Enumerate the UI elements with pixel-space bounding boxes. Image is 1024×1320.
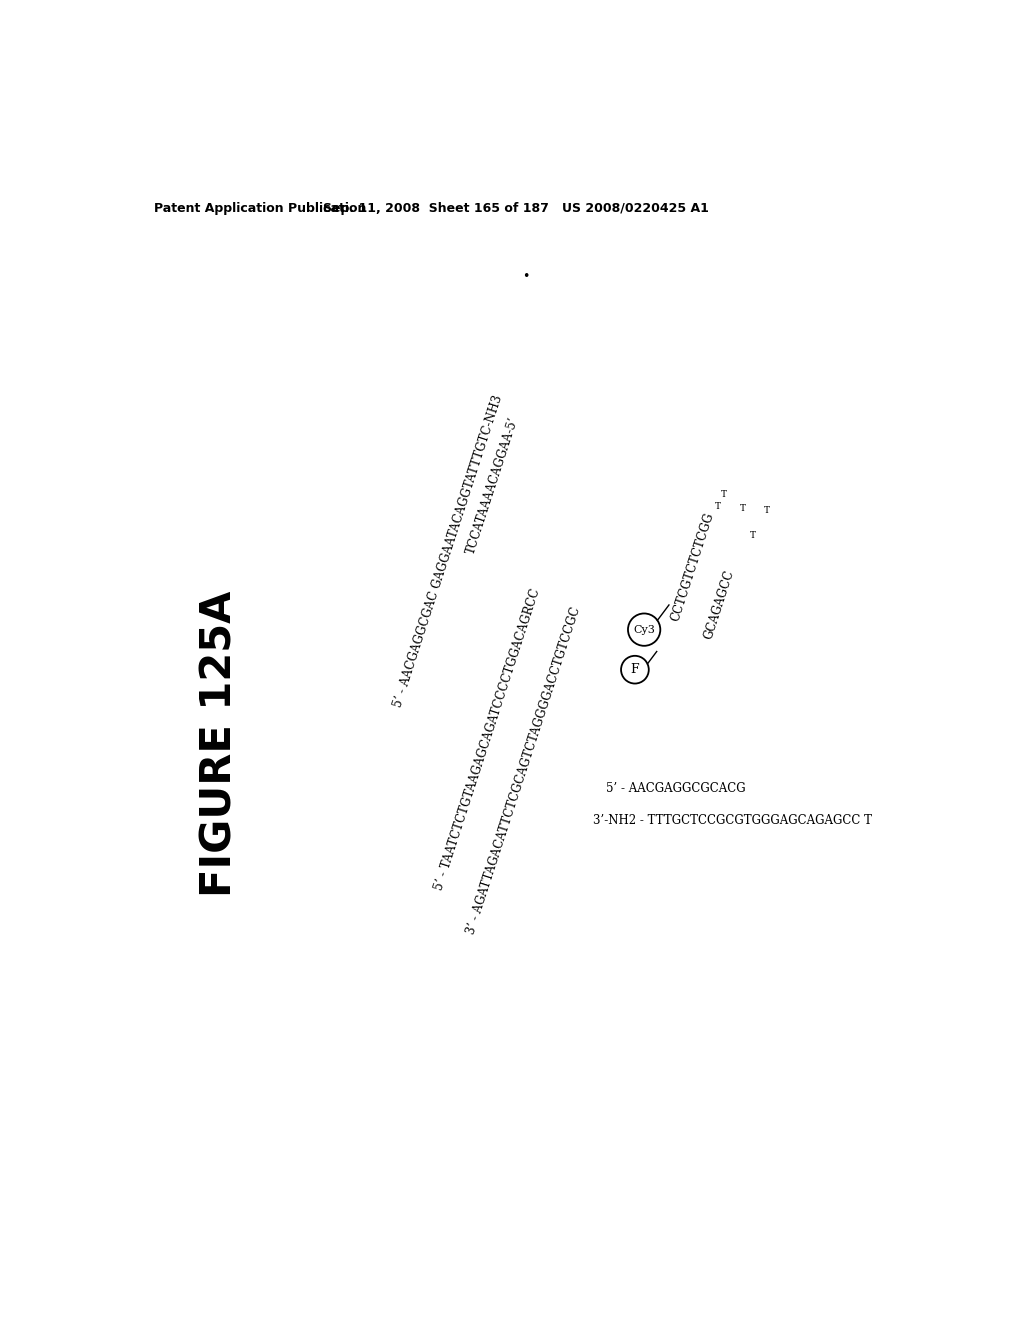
Text: FIGURE 125A: FIGURE 125A — [198, 590, 240, 896]
Text: T: T — [750, 531, 756, 540]
Text: T: T — [715, 502, 721, 511]
Text: Patent Application Publication: Patent Application Publication — [154, 202, 366, 215]
Text: 3’-NH2 - TTTGCTCCGCGTGGGAGCAGAGCC T: 3’-NH2 - TTTGCTCCGCGTGGGAGCAGAGCC T — [593, 814, 871, 828]
Text: F: F — [631, 663, 639, 676]
Text: 5’ - TAATCTCTGTAAGAGCAGATCCCCTGGACAGRCC: 5’ - TAATCTCTGTAAGAGCAGATCCCCTGGACAGRCC — [432, 587, 542, 892]
Text: 3’ - AGATTAGACATTCTCGCAGTCTAGGGGACCTGTCCGC: 3’ - AGATTAGACATTCTCGCAGTCTAGGGGACCTGTCC… — [464, 606, 583, 936]
Text: CCTCGTCTCTCGG: CCTCGTCTCTCGG — [669, 511, 717, 623]
Text: T: T — [764, 506, 770, 515]
Text: 5’ - AACGAGGCGCACG: 5’ - AACGAGGCGCACG — [605, 781, 745, 795]
Text: •: • — [522, 269, 529, 282]
Text: GCAGAGCC: GCAGAGCC — [702, 569, 737, 642]
Text: T: T — [721, 490, 727, 499]
Text: TCCATAAAACAGGAA-5’: TCCATAAAACAGGAA-5’ — [464, 416, 521, 556]
Text: Sep. 11, 2008  Sheet 165 of 187   US 2008/0220425 A1: Sep. 11, 2008 Sheet 165 of 187 US 2008/0… — [323, 202, 709, 215]
Text: 5’ - AACGAGGCGAC GAGGAATACAGGTATTTGTC-NH3: 5’ - AACGAGGCGAC GAGGAATACAGGTATTTGTC-NH… — [391, 393, 505, 709]
Text: T: T — [739, 504, 745, 513]
Text: Cy3: Cy3 — [633, 624, 655, 635]
